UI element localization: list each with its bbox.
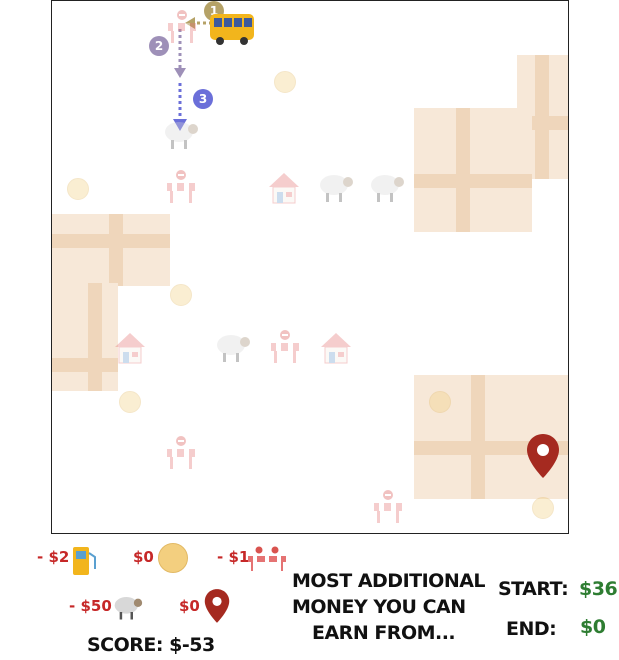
hay-bale-icon: [170, 284, 192, 306]
hay-bale-icon: [158, 543, 188, 573]
step-3-badge: 3: [193, 89, 213, 109]
game-board: 1 2 3: [51, 0, 569, 534]
start-value: $36: [579, 578, 618, 600]
score-display: SCORE: $-53: [87, 634, 215, 656]
legend-hay-cost: $0: [133, 548, 154, 566]
question-line-3: EARN FROM...: [312, 622, 456, 644]
brick-tile: [52, 214, 170, 286]
roadblock-icon: [167, 436, 195, 469]
roadblock-icon: [271, 330, 299, 363]
legend-sheep-cost: - $50: [69, 597, 112, 615]
roadblock-icon: [167, 170, 195, 203]
path-arrows: [173, 17, 212, 131]
hay-bale-icon: [532, 497, 554, 519]
hay-bale-icon: [119, 391, 141, 413]
fuel-pump-icon: [73, 547, 96, 575]
house-icon: [115, 333, 145, 364]
brick-tile: [414, 108, 532, 232]
bus-icon: [210, 14, 254, 45]
hay-bale-icon: [274, 71, 296, 93]
score-value: $-53: [169, 634, 215, 656]
legend-fuel-cost: - $2: [37, 548, 70, 566]
legend-destination-cost: $0: [179, 597, 200, 615]
roadblock-icon: [168, 10, 196, 43]
house-icon: [321, 333, 351, 364]
question-line-1: MOST ADDITIONAL: [292, 570, 486, 592]
sheep-icon: [320, 175, 353, 202]
map-pin-icon: [204, 589, 230, 623]
sheep-icon: [371, 175, 404, 202]
sheep-icon: [217, 335, 250, 362]
score-label: SCORE:: [87, 634, 164, 656]
end-value: $0: [580, 616, 606, 638]
end-label: END:: [506, 618, 557, 640]
house-icon: [269, 173, 299, 204]
step-2-badge: 2: [149, 36, 169, 56]
hay-bale-icon: [429, 391, 451, 413]
hay-bale-icon: [67, 178, 89, 200]
sheep-icon: [165, 122, 198, 149]
question-line-2: MONEY YOU CAN: [292, 596, 466, 618]
brick-tile: [52, 283, 118, 391]
map-pin-icon: [527, 434, 559, 478]
roadblock-icon: [374, 490, 402, 523]
legend-roadblock-cost: - $1: [217, 548, 250, 566]
sheep-icon: [114, 597, 143, 620]
start-label: START:: [498, 578, 569, 600]
roadblock-icon: [248, 546, 286, 571]
